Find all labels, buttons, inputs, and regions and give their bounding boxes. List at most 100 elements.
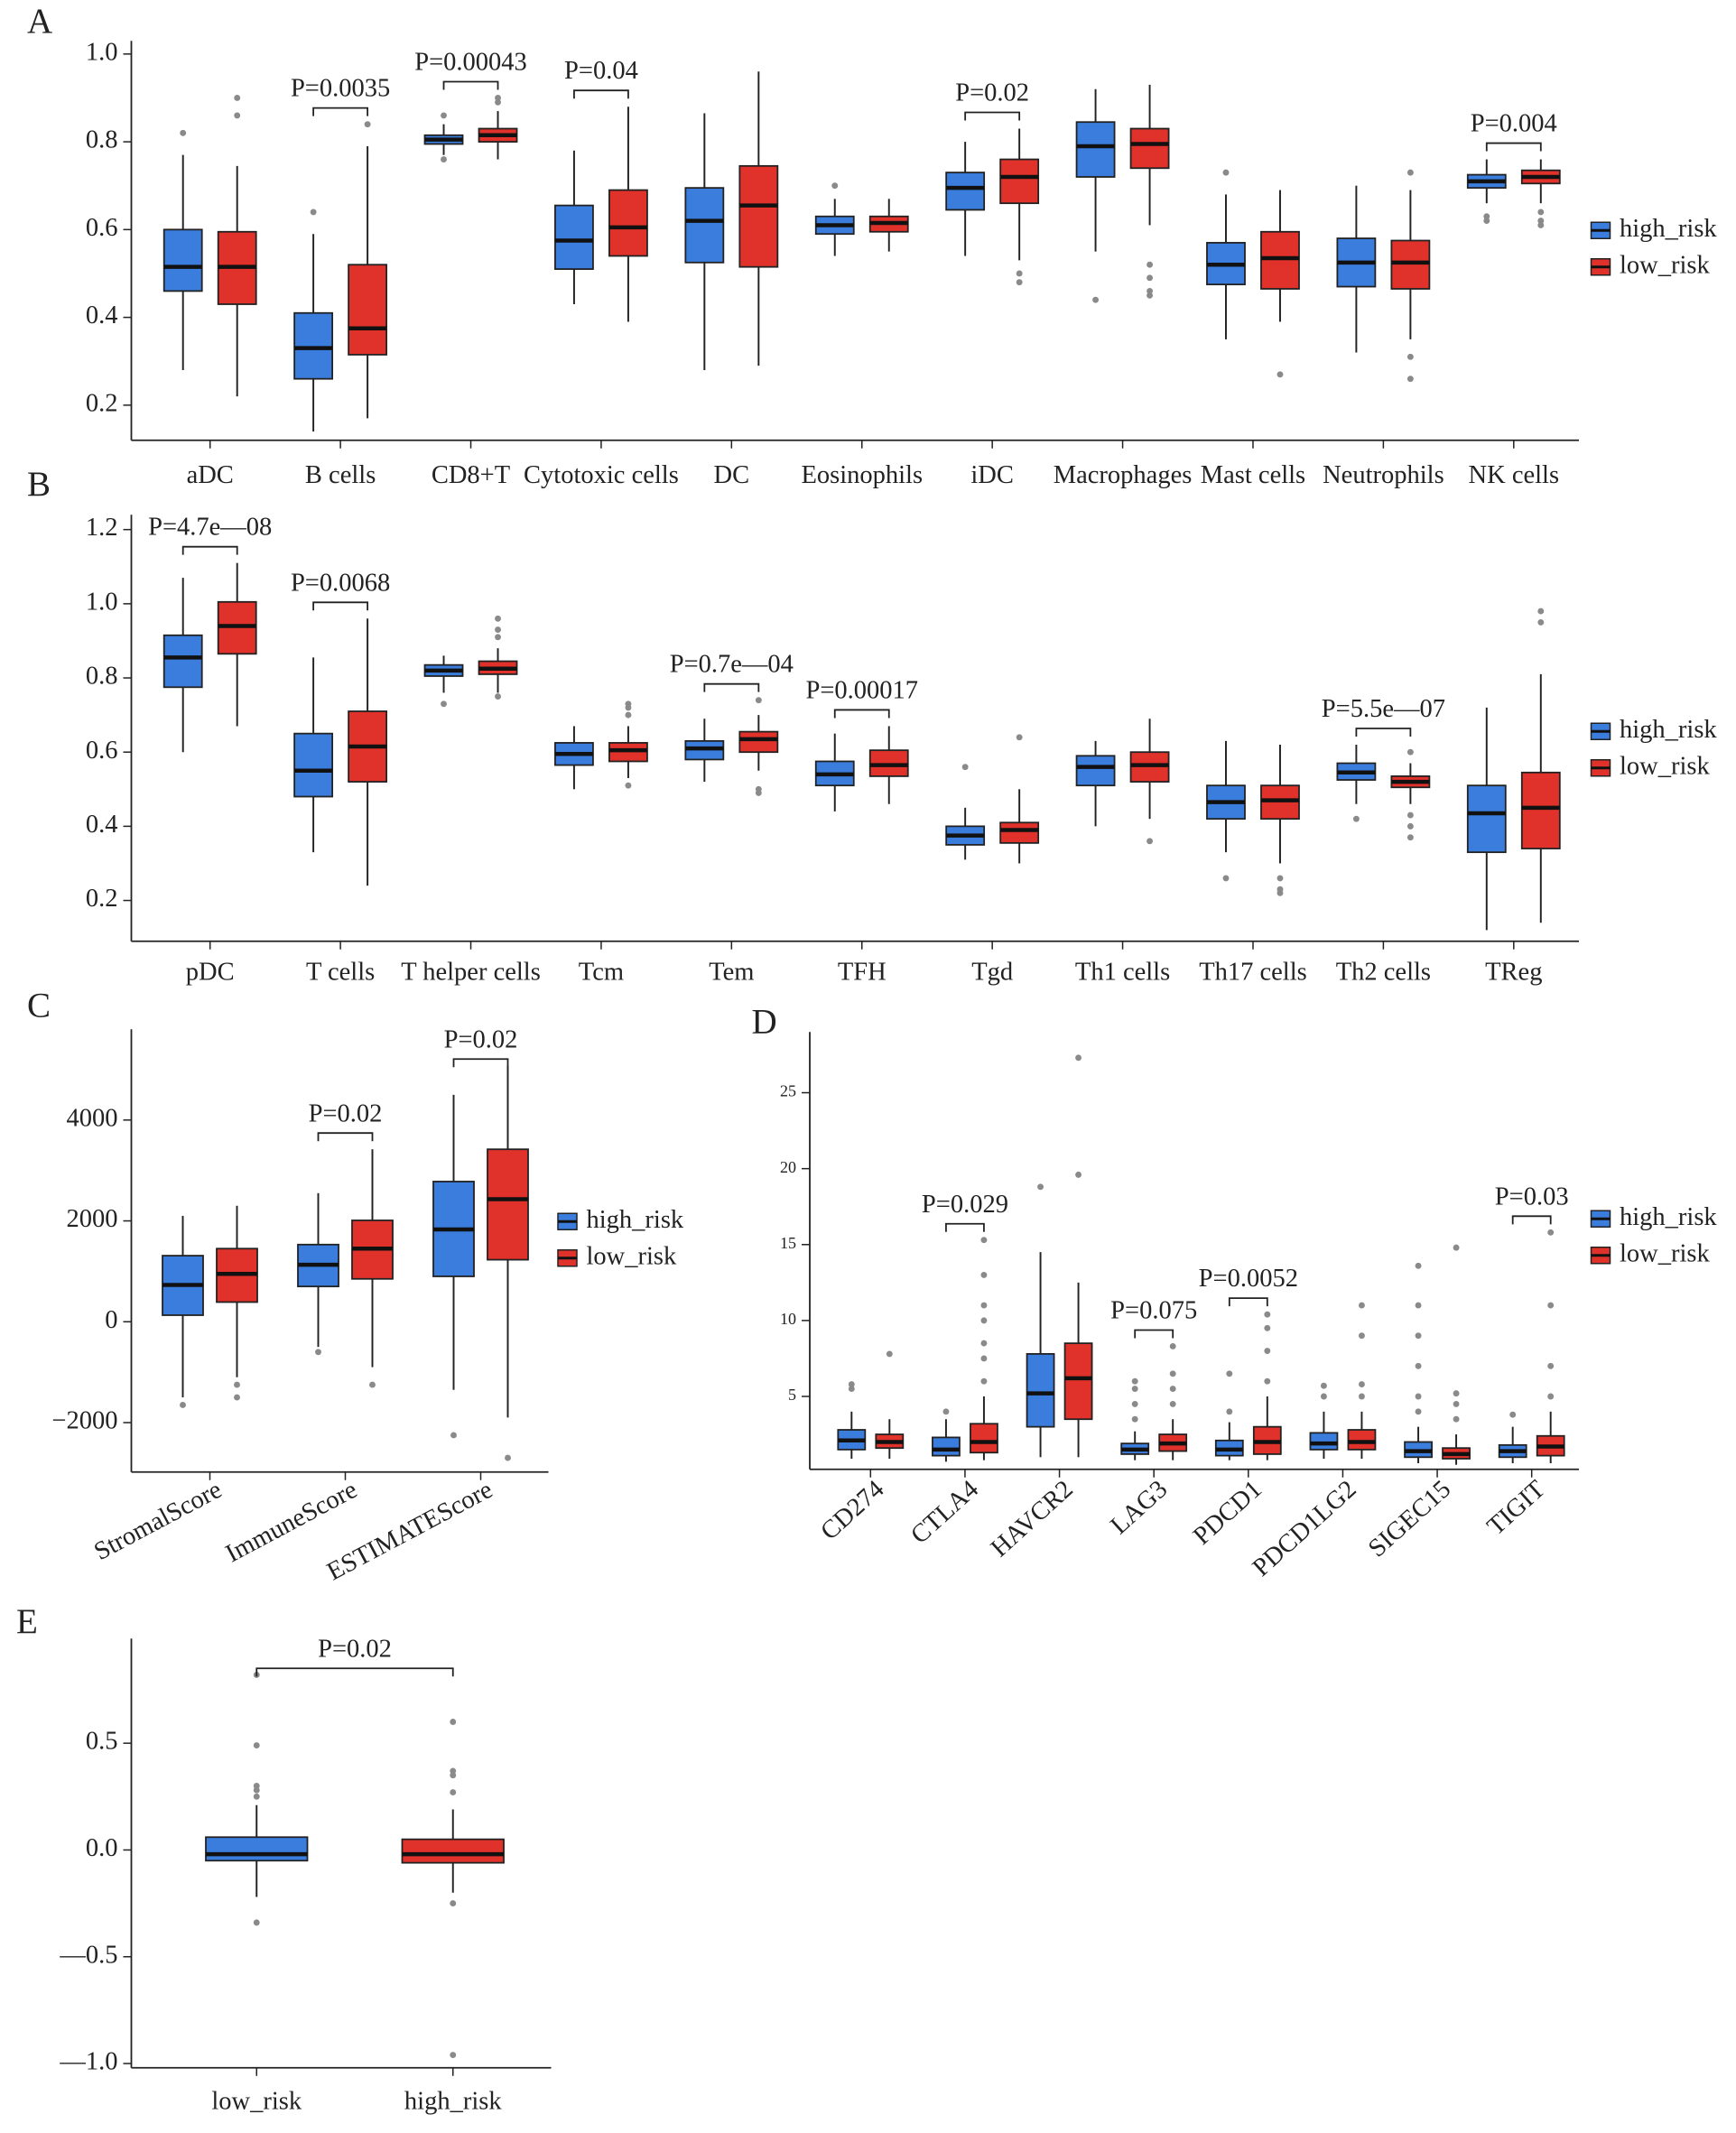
- box: [932, 1436, 961, 1457]
- significance-bracket: [573, 89, 629, 99]
- outlier: [1358, 1381, 1365, 1387]
- outlier: [755, 789, 762, 796]
- p-value: P=0.029: [922, 1191, 1008, 1219]
- x-tick-label: PDCD1LG2: [1248, 1475, 1362, 1581]
- outlier: [1222, 169, 1230, 176]
- outlier: [1406, 822, 1414, 830]
- p-value: P=0.03: [1495, 1182, 1569, 1210]
- outlier: [1358, 1332, 1365, 1340]
- box: [162, 634, 203, 689]
- outlier: [1406, 811, 1414, 819]
- outlier: [253, 1783, 260, 1789]
- panel-label: A: [27, 2, 52, 41]
- outlier: [1016, 270, 1023, 277]
- box: [1466, 784, 1507, 854]
- outlier: [505, 1454, 511, 1461]
- outlier: [253, 1786, 260, 1794]
- box: [1026, 1352, 1055, 1428]
- outlier: [1276, 371, 1284, 378]
- y-tick-label: 10: [780, 1310, 796, 1328]
- outlier: [1509, 1411, 1517, 1418]
- x-tick-label: NK cells: [1469, 461, 1560, 489]
- outlier: [1264, 1348, 1271, 1354]
- outlier: [1537, 607, 1545, 615]
- outlier: [1147, 274, 1154, 282]
- significance-bracket: [833, 709, 890, 719]
- outlier: [1075, 1054, 1082, 1062]
- outlier: [1131, 1386, 1138, 1393]
- x-tick-label: aDC: [187, 461, 234, 489]
- panel-label: E: [16, 1602, 38, 1641]
- y-tick-label: 0: [105, 1306, 117, 1334]
- p-value: P=0.04: [564, 57, 638, 85]
- significance-bracket: [1355, 728, 1412, 737]
- significance-bracket: [945, 1222, 985, 1232]
- outlier: [1075, 1171, 1082, 1178]
- outlier: [1415, 1393, 1422, 1400]
- x-tick-label: Macrophages: [1054, 461, 1193, 489]
- significance-bracket: [1228, 1297, 1268, 1307]
- legend-label: low_risk: [1620, 752, 1711, 780]
- outlier: [1147, 261, 1154, 268]
- y-tick-label: 4000: [67, 1104, 118, 1132]
- outlier: [625, 700, 632, 708]
- outlier: [1415, 1408, 1422, 1415]
- outlier: [980, 1237, 988, 1244]
- x-tick-label: iDC: [970, 461, 1014, 489]
- significance-bracket: [181, 545, 238, 555]
- x-tick-label: StromalScore: [89, 1476, 227, 1566]
- p-value: P=0.00017: [805, 676, 918, 704]
- outlier: [980, 1317, 988, 1324]
- outlier: [886, 1350, 893, 1358]
- outlier: [942, 1408, 950, 1415]
- outlier: [253, 1793, 260, 1800]
- p-value: P=0.004: [1471, 110, 1557, 138]
- y-tick-label: —0.5: [59, 1941, 117, 1969]
- outlier: [1483, 213, 1490, 220]
- outlier: [980, 1340, 988, 1347]
- outlier: [980, 1355, 988, 1362]
- box: [1075, 121, 1116, 178]
- x-tick-label: DC: [714, 461, 750, 489]
- y-tick-label: −2000: [51, 1407, 117, 1435]
- outlier: [1352, 815, 1360, 822]
- outlier: [1537, 209, 1545, 216]
- x-tick-label: pDC: [186, 958, 235, 986]
- outlier: [831, 182, 839, 190]
- box: [945, 172, 986, 211]
- outlier: [234, 112, 241, 119]
- outlier: [980, 1302, 988, 1309]
- box: [1075, 755, 1116, 787]
- p-value: P=0.02: [318, 1635, 392, 1663]
- outlier: [495, 634, 501, 641]
- significance-bracket: [317, 1132, 374, 1142]
- outlier: [1547, 1362, 1555, 1369]
- y-tick-label: 20: [780, 1158, 796, 1176]
- x-tick-label: Tgd: [971, 958, 1013, 986]
- outlier: [848, 1381, 855, 1387]
- outlier: [1358, 1393, 1365, 1400]
- outlier: [450, 1772, 457, 1779]
- significance-bracket: [442, 80, 499, 90]
- significance-bracket: [452, 1058, 509, 1068]
- p-value: P=0.02: [955, 79, 1029, 107]
- legend-label: high_risk: [1620, 716, 1717, 744]
- outlier: [1537, 222, 1545, 228]
- box: [293, 732, 334, 798]
- outlier: [1537, 618, 1545, 626]
- y-tick-label: 15: [780, 1234, 796, 1252]
- y-tick-label: 1.0: [86, 38, 118, 66]
- outlier: [1453, 1415, 1460, 1423]
- outlier: [1169, 1343, 1176, 1349]
- y-tick-label: 0.2: [86, 885, 118, 913]
- outlier: [1358, 1302, 1365, 1309]
- outlier: [961, 764, 969, 771]
- outlier: [450, 1789, 457, 1796]
- x-tick-label: Eosinophils: [801, 461, 923, 489]
- outlier: [234, 95, 241, 101]
- outlier: [1320, 1382, 1327, 1389]
- p-value: P=0.0035: [291, 75, 390, 103]
- y-tick-label: 5: [788, 1386, 796, 1404]
- y-tick-label: 0.5: [86, 1728, 118, 1756]
